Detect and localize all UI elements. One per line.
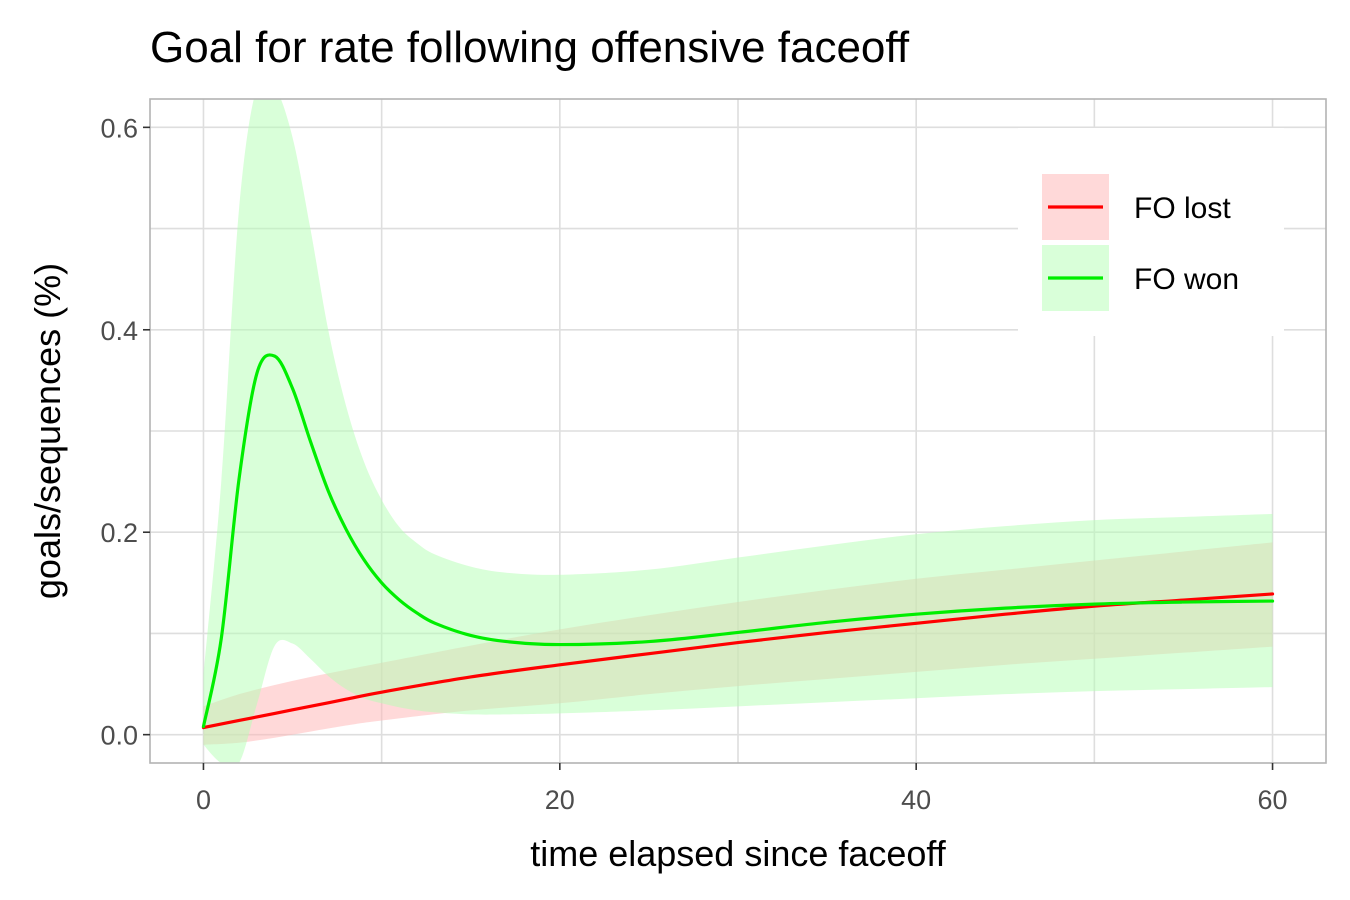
x-axis-title: time elapsed since faceoff bbox=[530, 833, 947, 874]
line-fo-lost bbox=[201, 592, 1275, 730]
legend-label-fo-won: FO won bbox=[1134, 263, 1239, 296]
y-tick-label: 0.6 bbox=[100, 113, 138, 143]
y-tick-label: 0.2 bbox=[100, 518, 138, 548]
x-tick-label: 60 bbox=[1258, 785, 1288, 815]
chart-title: Goal for rate following offensive faceof… bbox=[150, 23, 910, 72]
x-tick-label: 40 bbox=[901, 785, 931, 815]
panel-border bbox=[149, 98, 1327, 764]
x-axis: 0 20 40 60 bbox=[196, 763, 1288, 815]
series-lines bbox=[201, 353, 1275, 730]
y-axis-title: goals/sequences (%) bbox=[27, 263, 68, 599]
line-fo-won bbox=[201, 353, 1275, 729]
legend: FO lost FO won bbox=[1018, 128, 1284, 336]
y-tick-label: 0.0 bbox=[100, 721, 138, 751]
x-tick-label: 0 bbox=[196, 785, 211, 815]
x-tick-label: 20 bbox=[545, 785, 575, 815]
y-tick-label: 0.4 bbox=[100, 316, 138, 346]
legend-label-fo-lost: FO lost bbox=[1134, 192, 1231, 225]
y-axis: 0.0 0.2 0.4 0.6 bbox=[100, 113, 150, 751]
band-fo-won bbox=[203, 99, 1273, 763]
